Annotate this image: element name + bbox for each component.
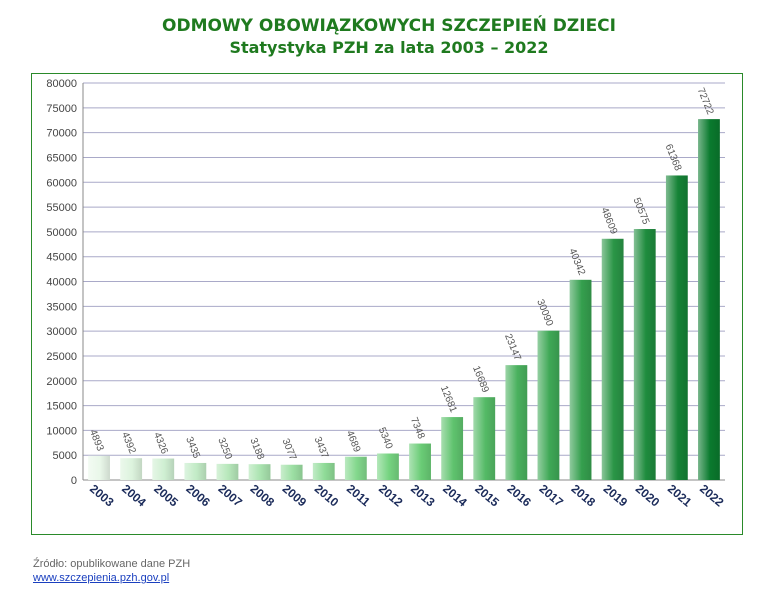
bar-2011 [344, 456, 367, 480]
value-label-2004: 4392 [119, 431, 138, 456]
x-tick-label: 2010 [312, 482, 342, 510]
x-tick-label: 2015 [472, 482, 502, 510]
y-tick-label: 55000 [46, 202, 77, 214]
bar-2013 [409, 443, 431, 480]
x-tick-label: 2009 [280, 482, 310, 510]
x-tick-label: 2007 [216, 482, 246, 510]
bar-2022 [698, 119, 720, 481]
value-label-2020: 50575 [631, 196, 652, 226]
chart-title: ODMOWY OBOWIĄZKOWYCH SZCZEPIEŃ DZIECI [162, 16, 616, 36]
bar-2003 [88, 455, 110, 480]
x-tick-label: 2012 [376, 482, 406, 510]
x-tick-label: 2003 [87, 482, 117, 510]
chart-frame [31, 73, 743, 535]
x-tick-label: 2022 [697, 482, 727, 510]
x-tick-label: 2004 [119, 482, 149, 510]
y-tick-label: 15000 [46, 401, 77, 413]
bar-2015 [473, 397, 496, 480]
y-tick-label: 40000 [46, 277, 77, 289]
value-label-2022: 72722 [695, 86, 716, 116]
bar-2017 [537, 330, 560, 480]
value-label-2006: 3435 [183, 435, 202, 460]
x-tick-label: 2017 [537, 482, 567, 510]
y-tick-label: 30000 [46, 326, 77, 338]
bar-2009 [280, 464, 303, 480]
value-label-2003: 4893 [87, 428, 106, 453]
x-tick-label: 2013 [408, 482, 438, 510]
y-tick-label: 45000 [46, 252, 77, 264]
bar-2020 [633, 229, 656, 480]
bar-2008 [248, 464, 271, 480]
y-tick-label: 65000 [46, 152, 77, 164]
source-link[interactable]: www.szczepienia.pzh.gov.pl [33, 572, 170, 584]
bar-2019 [601, 238, 624, 480]
bar-2012 [377, 453, 399, 480]
x-tick-label: 2021 [665, 482, 695, 510]
y-tick-label: 50000 [46, 227, 77, 239]
y-tick-label: 20000 [46, 376, 77, 388]
bar-2016 [505, 365, 528, 480]
y-tick-label: 5000 [53, 450, 77, 462]
bar-2014 [441, 417, 464, 480]
value-label-2009: 3077 [280, 437, 299, 462]
x-tick-label: 2006 [183, 482, 213, 510]
value-label-2013: 7348 [408, 416, 427, 441]
value-label-2012: 5340 [376, 426, 395, 451]
x-tick-label: 2011 [344, 482, 373, 510]
value-label-2016: 23147 [502, 332, 523, 362]
y-tick-label: 25000 [46, 351, 77, 363]
y-tick-label: 80000 [46, 78, 77, 90]
value-label-2011: 4689 [344, 429, 363, 454]
value-label-2014: 12681 [438, 384, 459, 414]
bar-2021 [665, 175, 688, 480]
bar-2004 [120, 458, 143, 480]
x-tick-label: 2014 [440, 482, 470, 510]
value-label-2015: 16689 [470, 364, 491, 394]
value-label-2008: 3188 [247, 437, 266, 462]
y-tick-label: 10000 [46, 425, 77, 437]
bar-2010 [312, 462, 335, 480]
bar-2005 [152, 458, 175, 480]
bar-2018 [569, 279, 592, 480]
x-tick-label: 2019 [601, 482, 631, 510]
source-note: Źródło: opublikowane dane PZH [33, 558, 191, 570]
bar-2007 [216, 463, 239, 480]
value-label-2007: 3250 [215, 436, 234, 461]
chart-subtitle: Statystyka PZH za lata 2003 – 2022 [229, 38, 549, 57]
value-label-2010: 3437 [312, 435, 331, 460]
x-tick-label: 2020 [633, 482, 663, 510]
y-tick-label: 70000 [46, 128, 77, 140]
x-tick-label: 2018 [569, 482, 599, 510]
value-label-2017: 30090 [534, 298, 555, 328]
y-tick-label: 35000 [46, 301, 77, 313]
value-label-2018: 40342 [566, 247, 587, 277]
x-tick-label: 2005 [151, 482, 181, 510]
x-tick-label: 2008 [248, 482, 278, 510]
value-label-2005: 4326 [151, 431, 170, 456]
y-tick-label: 0 [71, 475, 77, 487]
bar-2006 [184, 462, 207, 480]
x-tick-label: 2016 [504, 482, 534, 510]
y-tick-label: 60000 [46, 177, 77, 189]
y-tick-label: 75000 [46, 103, 77, 115]
